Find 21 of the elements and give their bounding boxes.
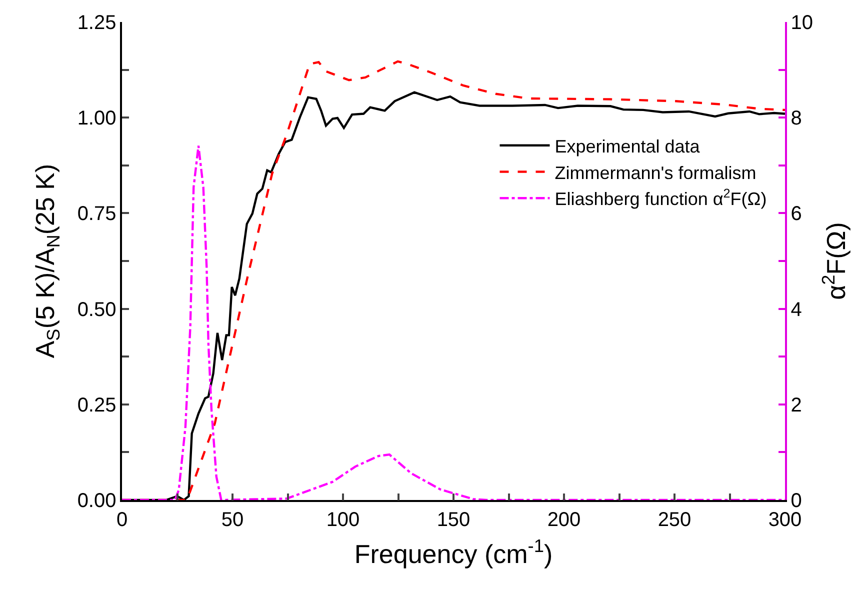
y-tick-label: 0.75 bbox=[77, 203, 116, 226]
legend-label: Eliashberg function α$^{2}$F(Ω) bbox=[554, 186, 767, 210]
y2-tick-label: 4 bbox=[790, 298, 802, 321]
x-tick-label: 200 bbox=[547, 508, 581, 531]
x-tick-label: 50 bbox=[221, 508, 244, 531]
y2-tick-label: 6 bbox=[790, 203, 802, 226]
legend-label: Experimental data bbox=[554, 136, 701, 156]
y2-tick-label: 8 bbox=[790, 108, 802, 130]
y-tick-label: 0.00 bbox=[77, 490, 116, 512]
x-tick-label: 0 bbox=[116, 508, 128, 531]
legend-label: Zimmermann's formalism bbox=[554, 162, 756, 183]
y-tick-label: 1.25 bbox=[77, 12, 116, 34]
y2-tick-label: 10 bbox=[790, 12, 813, 34]
x-axis-title: Frequency (cm$^{-1}$) bbox=[354, 536, 553, 569]
y-tick-label: 0.25 bbox=[77, 394, 116, 416]
y-tick-label: 1.00 bbox=[77, 108, 116, 130]
x-tick-label: 250 bbox=[658, 508, 692, 531]
x-tick-label: 100 bbox=[326, 508, 360, 531]
y-tick-label: 0.50 bbox=[77, 298, 116, 321]
x-tick-label: 150 bbox=[436, 508, 470, 531]
y2-tick-label: 2 bbox=[790, 394, 802, 416]
